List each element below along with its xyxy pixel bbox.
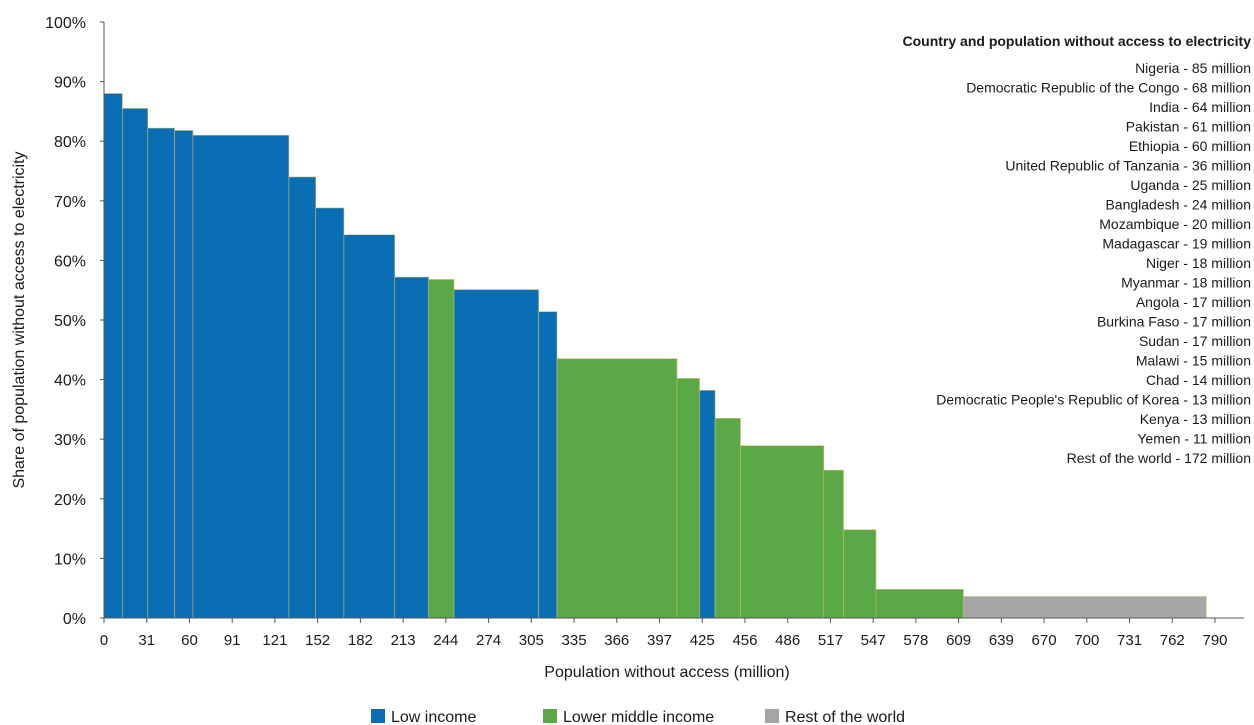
x-tick-label: 456 xyxy=(732,632,757,649)
legend-entry: Niger - 18 million xyxy=(1146,255,1251,271)
key-swatch xyxy=(765,709,779,723)
x-tick-label: 152 xyxy=(305,632,330,649)
bar-4 xyxy=(174,130,194,619)
bar-15 xyxy=(699,390,716,619)
bar-16 xyxy=(714,418,741,619)
bar-9 xyxy=(394,276,429,619)
y-tick-label: 60% xyxy=(54,253,86,270)
group-key: Low income Lower middle income Rest of the… xyxy=(371,709,905,725)
bars xyxy=(103,93,1207,619)
x-tick-label: 486 xyxy=(775,632,800,649)
bar-21 xyxy=(963,596,1207,619)
bar-14 xyxy=(676,378,700,619)
bar-11 xyxy=(453,289,539,619)
x-axis-ticks: 0 31 60 91 121 152 182 213 244 274 305 335 366 397 425… xyxy=(100,618,1228,649)
x-tick-label: 700 xyxy=(1074,632,1099,649)
x-tick-label: 274 xyxy=(476,632,501,649)
y-tick-label: 0% xyxy=(63,611,86,628)
y-tick-label: 90% xyxy=(54,75,86,92)
x-tick-label: 609 xyxy=(946,632,971,649)
x-tick-label: 578 xyxy=(903,632,928,649)
x-tick-label: 182 xyxy=(348,632,373,649)
y-tick-label: 10% xyxy=(54,551,86,568)
x-tick-label: 790 xyxy=(1202,632,1227,649)
key-label: Rest of the world xyxy=(785,709,905,725)
y-tick-label: 100% xyxy=(45,15,86,32)
legend-entry: Ethiopia - 60 million xyxy=(1129,138,1251,154)
y-tick-label: 30% xyxy=(54,432,86,449)
x-tick-label: 670 xyxy=(1032,632,1057,649)
legend-entry: Malawi - 15 million xyxy=(1136,353,1251,369)
y-axis-ticks: 0% 10% 20% 30% 40% 50% 60% 70% 80% 90% 100% xyxy=(45,15,104,628)
legend-entry: Bangladesh - 24 million xyxy=(1105,197,1251,213)
bar-13 xyxy=(556,358,678,619)
y-tick-label: 50% xyxy=(54,313,86,330)
y-tick-label: 70% xyxy=(54,194,86,211)
x-tick-label: 397 xyxy=(647,632,672,649)
bar-20 xyxy=(875,589,964,619)
legend-entry: Democratic Republic of the Congo - 68 mi… xyxy=(966,80,1251,96)
bar-7 xyxy=(315,207,345,619)
x-tick-label: 213 xyxy=(391,632,416,649)
y-tick-label: 20% xyxy=(54,492,86,509)
y-axis-title: Share of population without access to el… xyxy=(11,151,28,488)
legend-entry: Burkina Faso - 17 million xyxy=(1097,314,1251,330)
legend-entry: United Republic of Tanzania - 36 million xyxy=(1005,158,1251,174)
x-tick-label: 31 xyxy=(138,632,155,649)
bar-8 xyxy=(343,234,396,619)
x-tick-label: 244 xyxy=(433,632,458,649)
legend-entry: India - 64 million xyxy=(1149,99,1251,115)
legend-entry: Kenya - 13 million xyxy=(1140,411,1251,427)
legend-entry: Pakistan - 61 million xyxy=(1126,119,1251,135)
legend-entry: Myanmar - 18 million xyxy=(1121,275,1251,291)
x-tick-label: 91 xyxy=(224,632,241,649)
x-tick-label: 762 xyxy=(1160,632,1185,649)
legend-entry: Yemen - 11 million xyxy=(1137,431,1251,447)
x-tick-label: 425 xyxy=(690,632,715,649)
x-tick-label: 305 xyxy=(519,632,544,649)
bar-12 xyxy=(538,311,558,619)
x-tick-label: 0 xyxy=(100,632,108,649)
x-axis-title: Population without access (million) xyxy=(544,664,789,681)
key-label: Low income xyxy=(391,709,476,725)
y-tick-label: 40% xyxy=(54,373,86,390)
key-swatch xyxy=(543,709,557,723)
key-swatch xyxy=(371,709,385,723)
bar-1 xyxy=(103,93,123,619)
legend: Nigeria - 85 million Democratic Republic … xyxy=(936,60,1251,466)
x-tick-label: 639 xyxy=(989,632,1014,649)
y-tick-label: 80% xyxy=(54,134,86,151)
legend-entry: Angola - 17 million xyxy=(1136,294,1251,310)
x-tick-label: 366 xyxy=(604,632,629,649)
legend-entry: Nigeria - 85 million xyxy=(1135,60,1251,76)
bar-10 xyxy=(428,279,455,619)
bar-3 xyxy=(147,127,175,619)
bar-19 xyxy=(843,529,877,619)
legend-entry: Democratic People's Republic of Korea - … xyxy=(936,392,1251,408)
x-tick-label: 121 xyxy=(262,632,287,649)
x-tick-label: 60 xyxy=(181,632,198,649)
x-tick-label: 731 xyxy=(1117,632,1142,649)
legend-entry: Mozambique - 20 million xyxy=(1099,216,1251,232)
x-tick-label: 517 xyxy=(818,632,843,649)
bar-6 xyxy=(288,176,316,619)
key-label: Lower middle income xyxy=(563,709,714,725)
legend-entry: Chad - 14 million xyxy=(1146,372,1251,388)
x-tick-label: 335 xyxy=(562,632,587,649)
legend-entry: Madagascar - 19 million xyxy=(1102,236,1251,252)
x-tick-label: 547 xyxy=(861,632,886,649)
bar-18 xyxy=(823,469,844,619)
legend-title: Country and population without access to… xyxy=(903,33,1252,49)
bar-5 xyxy=(192,134,290,619)
legend-entry: Uganda - 25 million xyxy=(1130,177,1251,193)
bar-17 xyxy=(740,445,825,619)
bar-2 xyxy=(122,108,149,619)
legend-entry: Rest of the world - 172 million xyxy=(1067,450,1251,466)
legend-entry: Sudan - 17 million xyxy=(1139,333,1251,349)
